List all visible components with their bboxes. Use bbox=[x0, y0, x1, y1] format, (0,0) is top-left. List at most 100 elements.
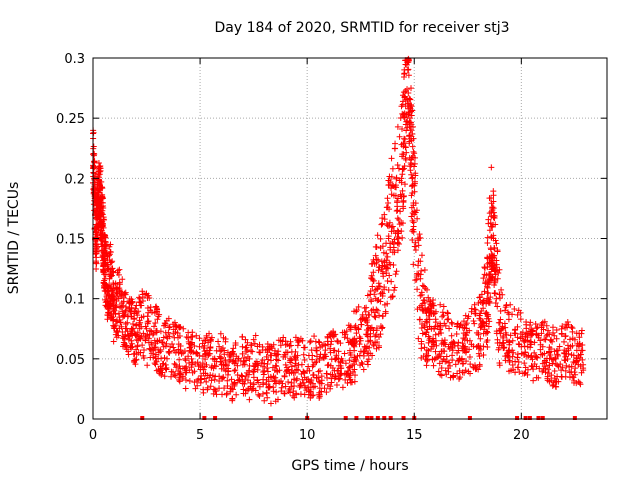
data-point bbox=[182, 357, 189, 364]
data-point bbox=[124, 319, 131, 326]
data-point bbox=[375, 342, 382, 349]
data-point bbox=[411, 163, 418, 170]
data-point bbox=[224, 382, 231, 389]
data-point bbox=[543, 359, 550, 366]
data-point bbox=[372, 314, 379, 321]
data-point bbox=[353, 308, 360, 315]
data-point bbox=[562, 367, 569, 374]
data-point bbox=[570, 374, 577, 381]
data-point bbox=[484, 289, 491, 296]
data-point bbox=[347, 351, 354, 358]
data-point bbox=[412, 247, 419, 254]
data-point bbox=[327, 383, 334, 390]
data-point bbox=[409, 227, 416, 234]
data-point bbox=[95, 159, 102, 166]
data-point bbox=[399, 220, 406, 227]
data-point bbox=[254, 361, 261, 368]
data-point bbox=[218, 365, 225, 372]
data-point bbox=[201, 337, 208, 344]
data-point bbox=[493, 257, 500, 264]
zero-level-point bbox=[515, 416, 520, 420]
data-point bbox=[492, 264, 499, 271]
data-point bbox=[239, 343, 246, 350]
data-point bbox=[477, 335, 484, 342]
data-point bbox=[203, 351, 210, 358]
data-point bbox=[134, 329, 141, 336]
data-point bbox=[259, 357, 266, 364]
data-point bbox=[399, 171, 406, 178]
data-point bbox=[521, 360, 528, 367]
data-point bbox=[536, 365, 543, 372]
data-point bbox=[241, 380, 248, 387]
data-point bbox=[193, 350, 200, 357]
data-point bbox=[412, 239, 419, 246]
data-point bbox=[144, 305, 151, 312]
data-point bbox=[463, 325, 470, 332]
data-point bbox=[470, 343, 477, 350]
data-point bbox=[530, 366, 537, 373]
data-point bbox=[159, 339, 166, 346]
data-point bbox=[263, 365, 270, 372]
data-point bbox=[399, 187, 406, 194]
data-point bbox=[224, 377, 231, 384]
data-point bbox=[426, 337, 433, 344]
data-point bbox=[364, 316, 371, 323]
data-point bbox=[108, 259, 115, 266]
data-point bbox=[537, 351, 544, 358]
data-point bbox=[263, 381, 270, 388]
data-point bbox=[199, 364, 206, 371]
x-axis-label: GPS time / hours bbox=[291, 458, 408, 474]
data-point bbox=[445, 315, 452, 322]
data-point bbox=[313, 353, 320, 360]
data-point bbox=[313, 358, 320, 365]
data-point bbox=[118, 323, 125, 330]
data-point bbox=[107, 248, 114, 255]
data-point bbox=[300, 369, 307, 376]
data-point bbox=[369, 283, 376, 290]
data-point bbox=[376, 283, 383, 290]
data-point bbox=[130, 325, 137, 332]
data-point bbox=[134, 312, 141, 319]
data-point bbox=[494, 303, 501, 310]
data-point bbox=[361, 343, 368, 350]
data-point bbox=[241, 361, 248, 368]
data-point bbox=[546, 331, 553, 338]
data-point bbox=[554, 347, 561, 354]
data-point bbox=[437, 353, 444, 360]
data-point bbox=[147, 327, 154, 334]
data-point bbox=[515, 364, 522, 371]
data-point bbox=[384, 253, 391, 260]
data-point bbox=[444, 316, 451, 323]
data-point bbox=[359, 311, 366, 318]
data-point bbox=[425, 352, 432, 359]
data-point bbox=[441, 339, 448, 346]
data-point bbox=[395, 165, 402, 172]
data-point bbox=[500, 339, 507, 346]
data-point bbox=[487, 195, 494, 201]
data-point bbox=[532, 321, 539, 328]
data-point bbox=[133, 336, 140, 343]
data-point bbox=[369, 352, 376, 359]
data-point bbox=[292, 354, 299, 361]
data-point bbox=[484, 240, 491, 247]
data-point bbox=[373, 331, 380, 338]
data-point bbox=[484, 283, 491, 290]
data-point bbox=[561, 350, 568, 357]
data-point bbox=[486, 279, 493, 286]
data-point bbox=[128, 304, 135, 311]
data-point bbox=[126, 300, 133, 307]
data-point bbox=[493, 240, 500, 247]
data-point bbox=[107, 241, 114, 248]
data-point bbox=[419, 282, 426, 289]
data-point bbox=[413, 207, 420, 214]
data-point bbox=[520, 351, 527, 358]
data-point bbox=[291, 382, 298, 389]
data-point bbox=[470, 318, 477, 325]
data-point bbox=[259, 390, 266, 397]
data-point bbox=[251, 340, 258, 347]
data-point bbox=[133, 356, 140, 363]
data-point bbox=[234, 371, 241, 378]
data-point bbox=[203, 361, 210, 368]
data-point bbox=[270, 388, 277, 395]
